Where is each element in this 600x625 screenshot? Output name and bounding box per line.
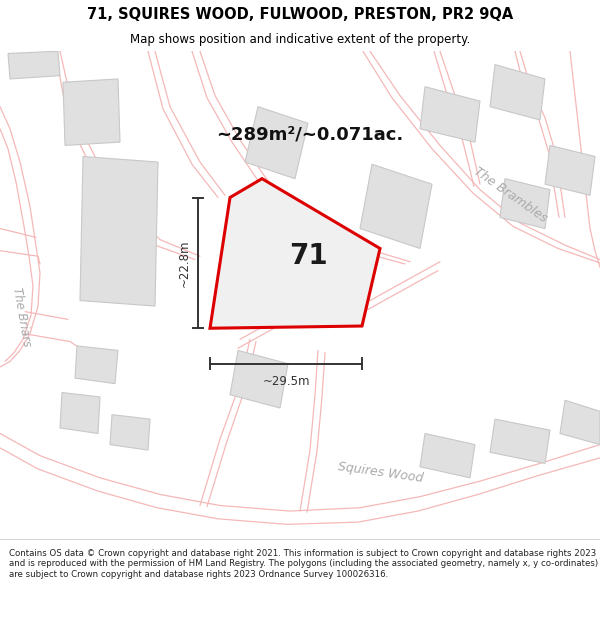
Text: 71, SQUIRES WOOD, FULWOOD, PRESTON, PR2 9QA: 71, SQUIRES WOOD, FULWOOD, PRESTON, PR2 … <box>87 7 513 22</box>
Polygon shape <box>500 179 550 229</box>
Text: The Brambles: The Brambles <box>471 165 549 226</box>
Text: Squires Wood: Squires Wood <box>337 460 424 485</box>
Polygon shape <box>245 107 308 179</box>
Polygon shape <box>8 51 60 79</box>
Polygon shape <box>545 146 595 195</box>
Polygon shape <box>63 79 120 146</box>
Polygon shape <box>210 179 380 328</box>
Text: 71: 71 <box>289 242 328 270</box>
Polygon shape <box>420 87 480 142</box>
Text: ~29.5m: ~29.5m <box>262 375 310 388</box>
Polygon shape <box>360 164 432 249</box>
Polygon shape <box>230 351 288 408</box>
Polygon shape <box>490 419 550 463</box>
Text: ~289m²/~0.071ac.: ~289m²/~0.071ac. <box>217 126 404 143</box>
Polygon shape <box>490 64 545 120</box>
Text: Contains OS data © Crown copyright and database right 2021. This information is : Contains OS data © Crown copyright and d… <box>9 549 598 579</box>
Text: Map shows position and indicative extent of the property.: Map shows position and indicative extent… <box>130 34 470 46</box>
Polygon shape <box>420 434 475 478</box>
Polygon shape <box>60 392 100 434</box>
Polygon shape <box>80 156 158 306</box>
Polygon shape <box>110 414 150 450</box>
Text: The Briars: The Briars <box>10 286 34 348</box>
Polygon shape <box>75 346 118 384</box>
Polygon shape <box>560 400 600 444</box>
Polygon shape <box>275 253 340 319</box>
Text: ~22.8m: ~22.8m <box>178 239 191 287</box>
